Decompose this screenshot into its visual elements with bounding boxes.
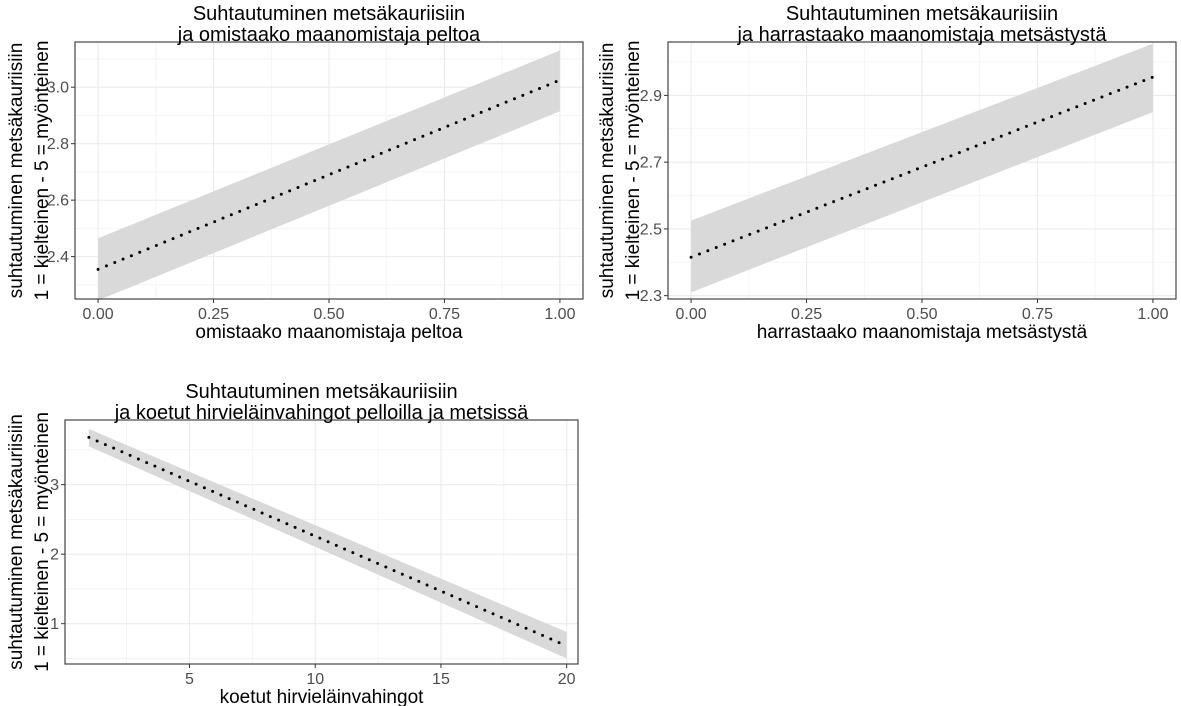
x-tick-label: 1.00 (1137, 306, 1168, 323)
chart-title-line-2: ja omistaako maanomistaja peltoa (177, 24, 481, 46)
x-tick-label: 15 (432, 671, 450, 688)
x-tick-label: 10 (306, 671, 324, 688)
y-axis-title-line-1: suhtautuminen metsäkauriisiin (597, 43, 618, 299)
x-tick-label: 20 (558, 671, 576, 688)
y-tick-label: 2.4 (47, 249, 69, 266)
x-tick-label: 0.75 (429, 306, 460, 323)
chart-title-line-2: ja harrastaako maanomistaja metsästystä (736, 24, 1107, 46)
x-tick-label: 0.50 (906, 306, 937, 323)
panel-border (64, 419, 579, 665)
y-tick-label: 2.9 (640, 88, 662, 105)
fit-line (689, 75, 1155, 259)
y-tick-label: 3 (50, 477, 59, 494)
x-tick-label: 0.25 (791, 306, 822, 323)
fit-line (87, 435, 569, 648)
x-tick-label: 0.25 (198, 306, 229, 323)
y-tick-label: 2 (50, 547, 59, 564)
y-axis-title-line-2: 1 = kielteinen - 5 = myönteinen (32, 412, 53, 672)
chart-panel-3: 5 10 15 20 1 2 3 Suhtautuminen metsäkauriisiinj… (6, 381, 579, 706)
x-tick-label: 0.00 (83, 306, 114, 323)
chart-title-line-1: Suhtautuminen metsäkauriisiin (193, 3, 465, 25)
x-tick-label: 5 (185, 671, 194, 688)
confidence-band (691, 43, 1153, 293)
y-tick-label: 1 (50, 616, 59, 633)
y-tick-label: 2.3 (640, 288, 662, 305)
y-axis-title-line-1: suhtautuminen metsäkauriisiin (6, 43, 27, 299)
x-tick-label: 0.75 (1022, 306, 1053, 323)
y-axis-title-line-1: suhtautuminen metsäkauriisiin (6, 414, 27, 670)
chart-title-line-1: Suhtautuminen metsäkauriisiin (185, 381, 457, 403)
confidence-band (88, 429, 567, 659)
y-tick-label: 3.0 (47, 80, 69, 97)
x-axis-title: koetut hirvieläinvahingot (220, 687, 425, 706)
x-axis-title: omistaako maanomistaja peltoa (195, 322, 463, 343)
x-tick-label: 0.00 (676, 306, 707, 323)
chart-panel-1: 0.00 0.25 0.50 0.75 1.00 2.4 2.6 2.8 3.0 Suhtautu… (6, 3, 584, 343)
x-axis-title: harrastaako maanomistaja metsästystä (757, 322, 1088, 343)
chart-title-line-1: Suhtautuminen metsäkauriisiin (786, 3, 1058, 25)
chart-title-line-2: ja koetut hirvieläinvahingot pelloilla j… (114, 402, 529, 424)
y-tick-label: 2.8 (47, 136, 69, 153)
y-tick-label: 2.6 (47, 193, 69, 210)
x-tick-label: 1.00 (544, 306, 575, 323)
confidence-band (98, 50, 560, 301)
x-tick-label: 0.50 (313, 306, 344, 323)
y-axis-title-line-2: 1 = kielteinen - 5 = myönteinen (32, 41, 53, 301)
chart-panel-2: 0.00 0.25 0.50 0.75 1.00 2.3 2.5 2.7 2.9 Suhtautu… (597, 3, 1177, 343)
y-tick-label: 2.5 (640, 221, 662, 238)
y-axis-title-line-2: 1 = kielteinen - 5 = myönteinen (623, 41, 644, 301)
y-tick-label: 2.7 (640, 155, 662, 172)
